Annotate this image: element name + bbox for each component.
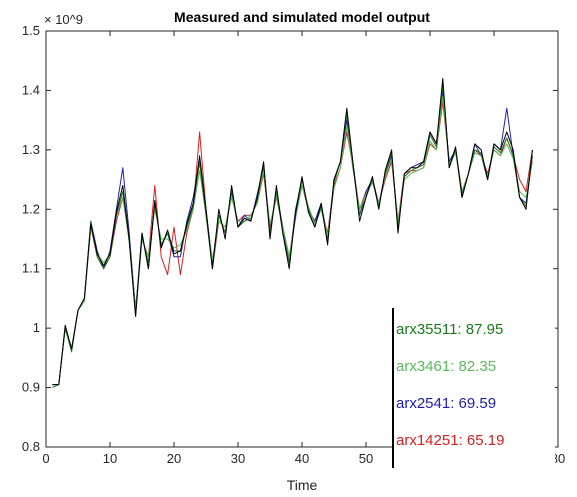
chart-title: Measured and simulated model output — [174, 9, 430, 25]
y-tick-label: 1.1 — [22, 261, 40, 276]
legend-entry: arx3461: 82.35 — [396, 358, 496, 375]
y-tick-label: 1.4 — [22, 82, 40, 97]
y-tick-label: 1 — [33, 320, 40, 335]
y-tick-label: 1.5 — [22, 23, 40, 38]
x-tick-label: 20 — [167, 451, 181, 466]
series-line-measured — [52, 78, 533, 386]
y-tick-label: 1.2 — [22, 201, 40, 216]
x-tick-label: 40 — [295, 451, 309, 466]
legend-entry: arx14251: 65.19 — [396, 432, 504, 449]
legend-entry: arx2541: 69.59 — [396, 395, 496, 412]
x-tick-label: 10 — [103, 451, 117, 466]
x-tick-label: 0 — [42, 451, 49, 466]
legend: arx35511: 87.95 arx3461: 82.35 arx2541: 69… — [392, 308, 555, 468]
legend-box — [393, 308, 555, 468]
x-axis-label: Time — [287, 477, 318, 493]
series-layer — [52, 78, 533, 389]
y-axis-multiplier: × 10^9 — [44, 12, 83, 27]
y-tick-label: 1.3 — [22, 142, 40, 157]
legend-entry: arx35511: 87.95 — [396, 321, 503, 338]
y-tick-label: 0.8 — [22, 439, 40, 454]
y-tick-label: 0.9 — [22, 380, 40, 395]
x-tick-label: 50 — [359, 451, 373, 466]
x-tick-label: 30 — [231, 451, 245, 466]
